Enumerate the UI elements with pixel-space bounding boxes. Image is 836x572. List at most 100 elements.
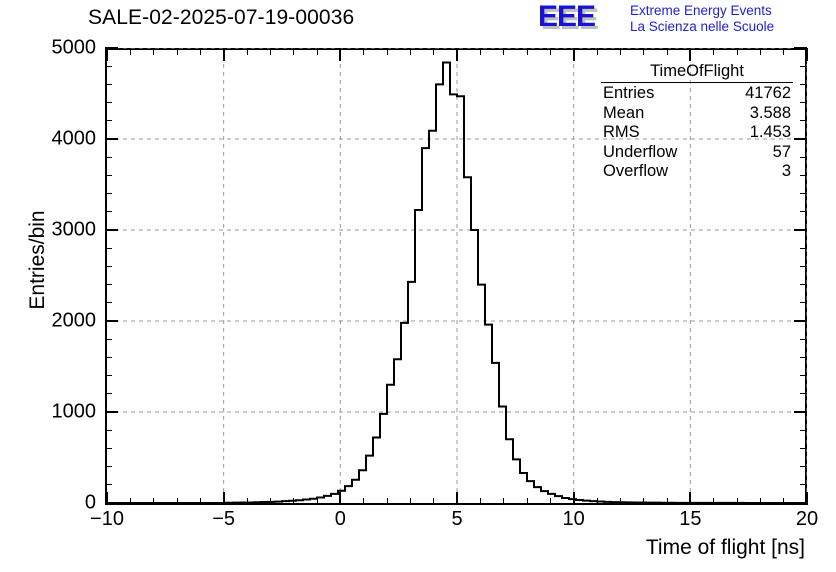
y-tick-label: 1000 [51, 400, 97, 423]
x-tick [316, 498, 318, 505]
stats-row: Mean 3.588 [597, 104, 797, 124]
y-tick [105, 320, 118, 322]
eee-logo-line2: La Scienza nelle Scuole [630, 19, 775, 34]
x-tick [713, 498, 715, 505]
x-tick [736, 498, 738, 505]
y-tick [105, 47, 118, 49]
y-tick-right [800, 429, 807, 431]
stats-title: TimeOfFlight [650, 62, 744, 80]
plot-frame: −10 −5 0 5 10 15 20 0 1000 2000 3000 4000 5000 [52, 37, 819, 531]
y-tick-right [794, 138, 807, 140]
x-tick [759, 498, 761, 505]
y-tick [105, 447, 112, 449]
x-tick-top [339, 48, 342, 61]
y-tick [105, 338, 112, 340]
y-tick-right [800, 484, 807, 486]
stats-rows: Entries 41762 Mean 3.588 RMS 1.453 Underflow 57… [597, 84, 797, 182]
x-tick-label: 15 [679, 508, 702, 530]
x-tick [246, 498, 248, 505]
y-tick [105, 120, 112, 122]
x-tick [199, 498, 201, 505]
y-tick [105, 156, 112, 158]
y-tick [105, 211, 112, 213]
x-tick-label: −5 [212, 508, 236, 530]
x-tick [689, 492, 692, 505]
y-tick-label: 2000 [51, 309, 97, 332]
x-tick [339, 492, 342, 505]
y-tick-right [800, 120, 807, 122]
y-tick-right [800, 65, 807, 67]
y-tick [105, 65, 112, 67]
y-tick [105, 356, 112, 358]
x-tick-top [689, 48, 692, 61]
x-tick [409, 498, 411, 505]
x-tick-top [129, 48, 131, 55]
x-tick-top [153, 48, 155, 55]
stats-row-key: Overflow [603, 162, 669, 180]
y-tick [105, 138, 118, 140]
x-tick [363, 498, 365, 505]
y-axis-title: Entries/bin [26, 210, 49, 310]
x-tick [806, 492, 808, 505]
y-tick [105, 229, 118, 231]
x-tick-top [199, 48, 201, 55]
x-tick [549, 498, 551, 505]
y-tick [105, 484, 112, 486]
y-tick-label: 3000 [51, 218, 97, 241]
x-tick-top [806, 48, 808, 61]
x-tick [572, 492, 575, 505]
x-tick [596, 498, 598, 505]
x-tick-top [619, 48, 621, 55]
x-tick-top [293, 48, 295, 55]
y-tick-right [800, 356, 807, 358]
x-tick-top [783, 48, 785, 55]
x-tick-label: −10 [90, 508, 124, 530]
x-tick-top [549, 48, 551, 55]
x-tick-top [713, 48, 715, 55]
grid-lines [107, 48, 807, 503]
y-tick [105, 247, 112, 249]
x-tick-top [222, 48, 225, 61]
x-tick-top [759, 48, 761, 55]
y-tick [105, 174, 112, 176]
page-title: SALE-02-2025-07-19-00036 [88, 6, 355, 29]
y-tick-right [800, 466, 807, 468]
eee-logo-letters: EEE [538, 0, 596, 33]
stats-row-value: 41762 [745, 84, 791, 102]
y-tick-right [800, 265, 807, 267]
x-tick [386, 498, 388, 505]
y-tick-right [800, 211, 807, 213]
y-tick [105, 466, 112, 468]
x-tick [643, 498, 645, 505]
y-tick [105, 411, 118, 413]
x-tick-top [316, 48, 318, 55]
x-tick-label: 0 [334, 508, 346, 530]
y-tick [105, 265, 112, 267]
stats-divider [601, 82, 793, 83]
histogram-series [107, 61, 807, 504]
stats-row-key: Underflow [603, 142, 678, 161]
y-tick-right [800, 174, 807, 176]
x-tick [176, 498, 178, 505]
y-tick-right [800, 393, 807, 395]
x-tick-top [596, 48, 598, 55]
x-tick [433, 498, 435, 505]
y-tick-right [800, 102, 807, 104]
y-tick [105, 193, 112, 195]
y-tick-label: 0 [84, 491, 96, 514]
y-tick-right [794, 229, 807, 231]
stats-row: Overflow 3 [597, 162, 797, 182]
x-tick-top [456, 48, 458, 61]
y-tick-right [794, 502, 807, 504]
frame-right-edge [805, 48, 807, 505]
y-tick-right [800, 247, 807, 249]
y-tick-right [794, 320, 807, 322]
x-tick [222, 492, 225, 505]
y-tick [105, 302, 112, 304]
x-tick [479, 498, 481, 505]
stats-row-key: RMS [603, 123, 640, 141]
stats-row: Underflow 57 [597, 143, 797, 163]
x-tick-top [363, 48, 365, 55]
y-tick-right [800, 375, 807, 377]
